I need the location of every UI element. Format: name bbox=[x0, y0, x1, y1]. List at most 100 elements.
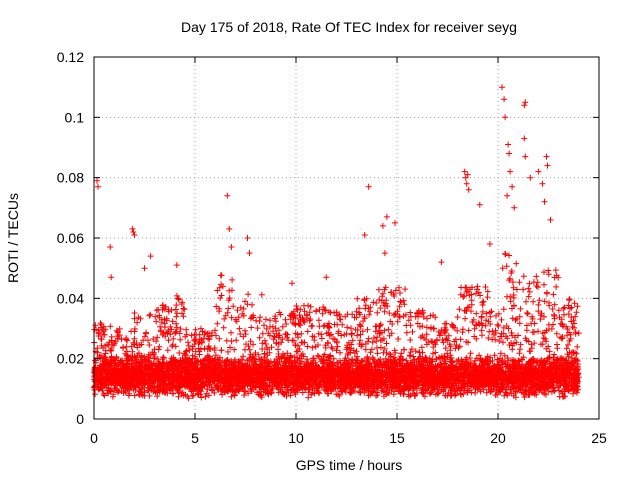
data-point bbox=[167, 331, 174, 338]
data-point bbox=[249, 301, 255, 308]
data-point bbox=[368, 346, 375, 353]
data-point bbox=[307, 316, 314, 323]
data-point bbox=[145, 378, 152, 385]
data-point bbox=[99, 380, 106, 387]
data-point bbox=[272, 318, 279, 325]
data-point bbox=[133, 359, 140, 366]
data-point bbox=[409, 328, 416, 335]
data-point bbox=[159, 359, 166, 366]
data-point bbox=[248, 324, 255, 331]
data-point bbox=[233, 337, 240, 344]
data-point bbox=[253, 317, 260, 324]
data-point bbox=[180, 313, 187, 320]
data-point bbox=[94, 355, 101, 362]
data-point bbox=[395, 336, 402, 342]
data-point bbox=[147, 311, 154, 318]
data-point bbox=[154, 334, 161, 341]
data-point bbox=[112, 367, 119, 374]
data-point bbox=[145, 354, 152, 360]
data-point bbox=[175, 387, 181, 394]
data-point bbox=[103, 380, 110, 386]
data-point bbox=[162, 333, 169, 340]
data-point bbox=[135, 373, 142, 380]
data-point bbox=[131, 310, 138, 316]
data-point bbox=[155, 346, 162, 353]
data-point bbox=[180, 305, 187, 312]
data-point bbox=[467, 350, 474, 357]
data-point bbox=[315, 317, 322, 324]
data-point bbox=[254, 325, 261, 332]
data-point bbox=[417, 334, 424, 341]
data-point bbox=[123, 361, 130, 368]
data-point bbox=[153, 318, 160, 325]
data-point bbox=[110, 391, 117, 398]
data-point bbox=[305, 394, 312, 401]
data-point bbox=[474, 283, 481, 290]
data-point bbox=[91, 372, 98, 379]
data-point bbox=[100, 323, 107, 330]
data-point bbox=[261, 322, 267, 329]
data-point bbox=[229, 287, 235, 294]
data-point bbox=[174, 371, 180, 378]
data-point bbox=[160, 374, 167, 381]
data-point bbox=[134, 381, 141, 388]
data-point bbox=[122, 366, 129, 373]
data-point bbox=[151, 354, 158, 360]
data-point bbox=[96, 386, 103, 392]
data-point bbox=[370, 299, 377, 306]
data-point bbox=[172, 375, 179, 382]
data-point bbox=[118, 368, 125, 375]
data-point bbox=[228, 329, 234, 336]
data-point bbox=[99, 387, 106, 394]
data-point bbox=[105, 367, 111, 374]
data-point bbox=[242, 327, 248, 334]
data-point bbox=[134, 344, 141, 351]
data-point bbox=[148, 387, 155, 394]
data-point bbox=[462, 315, 469, 322]
data-point bbox=[114, 335, 121, 342]
data-point bbox=[262, 341, 269, 347]
data-point bbox=[140, 376, 147, 383]
data-point bbox=[114, 329, 121, 336]
data-point bbox=[169, 390, 176, 397]
data-point bbox=[258, 291, 265, 298]
data-point bbox=[149, 349, 156, 356]
data-point bbox=[279, 323, 286, 330]
data-point bbox=[139, 372, 145, 379]
data-point bbox=[162, 303, 169, 310]
data-point bbox=[380, 349, 387, 356]
data-point bbox=[107, 362, 114, 369]
data-point bbox=[167, 323, 174, 330]
data-point bbox=[256, 334, 263, 341]
data-point bbox=[229, 276, 236, 283]
data-point bbox=[262, 316, 269, 323]
data-point bbox=[198, 325, 204, 332]
data-point bbox=[131, 341, 138, 348]
data-point bbox=[146, 342, 153, 348]
data-point bbox=[99, 369, 106, 376]
data-point bbox=[185, 339, 191, 346]
data-point bbox=[112, 359, 119, 366]
data-point bbox=[120, 345, 126, 351]
data-point bbox=[126, 372, 132, 379]
data-point bbox=[173, 320, 180, 327]
data-point bbox=[259, 330, 266, 337]
data-point bbox=[131, 392, 138, 399]
data-point bbox=[376, 296, 383, 303]
data-point bbox=[111, 340, 118, 347]
data-point bbox=[161, 381, 168, 388]
data-point bbox=[115, 389, 121, 396]
data-point bbox=[157, 323, 164, 330]
data-point bbox=[146, 392, 153, 399]
data-point bbox=[318, 335, 325, 342]
data-point bbox=[173, 313, 180, 320]
data-point bbox=[236, 325, 243, 332]
data-point bbox=[116, 377, 123, 384]
data-point bbox=[176, 350, 183, 356]
data-point bbox=[102, 359, 109, 366]
data-point bbox=[131, 315, 138, 322]
data-point bbox=[115, 357, 122, 364]
data-point bbox=[381, 308, 388, 315]
data-point bbox=[245, 291, 252, 298]
